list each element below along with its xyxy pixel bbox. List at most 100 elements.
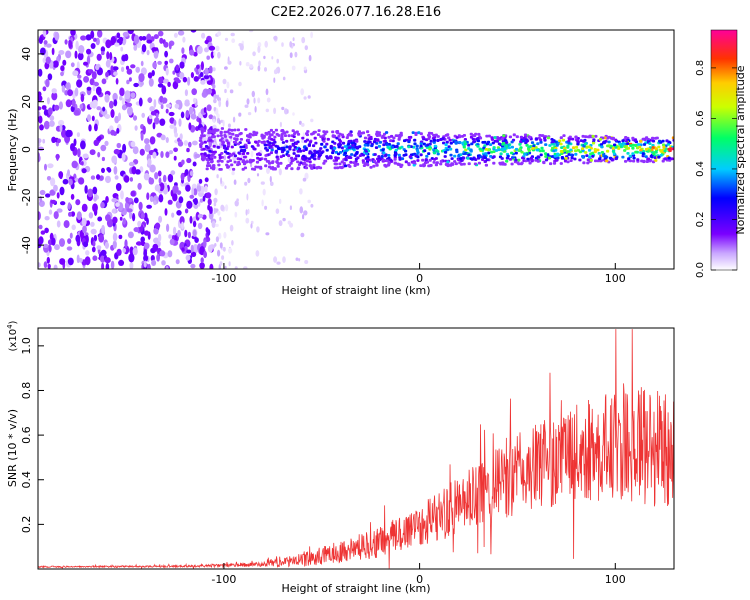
signal-cell [344,164,348,168]
noise-cell [68,40,73,49]
signal-cell [462,156,466,160]
signal-cell [501,143,505,146]
signal-cell [573,157,577,161]
signal-cell [492,155,496,159]
signal-cell [394,148,398,152]
signal-cell [216,134,220,138]
signal-cell [381,148,385,152]
transition-cell [292,37,295,42]
signal-cell [313,157,317,161]
noise-cell [207,204,211,211]
noise-cell [132,247,138,256]
noise-cell [71,224,76,231]
signal-cell [404,153,408,157]
signal-cell [383,139,387,143]
noise-cell [184,229,188,238]
signal-cell [618,142,622,146]
signal-cell [467,162,471,166]
signal-cell [398,135,402,139]
noise-cell [140,81,144,86]
signal-cell [375,163,379,167]
signal-cell [454,140,458,144]
noise-cell [163,78,169,84]
signal-cell [238,157,243,161]
signal-cell [605,159,609,163]
transition-cell [229,224,234,232]
signal-cell [245,160,249,164]
noise-cell [182,76,188,83]
x-tick-label: 100 [605,573,626,586]
noise-cell [56,138,62,144]
noise-cell [66,246,73,251]
signal-cell [454,162,458,166]
noise-cell [185,110,190,118]
noise-cell [174,103,180,109]
noise-cell [146,204,153,209]
signal-cell [451,162,455,166]
signal-cell [473,162,477,166]
noise-cell [84,185,88,194]
transition-cell [275,208,280,214]
signal-cell [434,133,438,137]
signal-cell [508,135,512,139]
signal-cell [439,162,443,166]
noise-cell [65,129,72,138]
transition-cell [257,65,261,72]
noise-cell [70,30,76,36]
noise-cell [158,76,164,84]
signal-cell [322,139,326,143]
signal-cell [518,142,522,146]
transition-cell [266,97,271,103]
noise-cell [169,124,176,129]
noise-cell [75,234,81,243]
noise-cell [100,249,107,256]
transition-cell [232,116,236,123]
transition-cell [299,206,304,214]
snr-multiplier-close: ) [8,320,19,324]
noise-cell [182,36,186,43]
signal-cell [382,143,386,147]
signal-cell [568,135,572,139]
signal-cell [357,133,361,137]
noise-cell [153,34,159,40]
signal-cell [640,159,644,163]
signal-cell [603,155,607,158]
transition-cell [258,60,261,67]
signal-cell [477,132,481,136]
noise-cell [110,129,116,136]
signal-cell [376,139,380,142]
noise-cell [127,231,134,239]
transition-cell [263,55,266,60]
signal-cell [412,163,416,167]
noise-cell [56,192,60,199]
signal-cell [536,142,540,146]
noise-cell [86,48,92,55]
noise-cell [104,94,110,103]
noise-cell [42,138,46,144]
noise-cell [93,234,98,242]
signal-cell [457,134,461,138]
noise-cell [38,262,41,268]
signal-cell [471,137,475,141]
noise-cell [116,248,122,256]
signal-cell [530,141,535,144]
transition-cell [212,118,216,123]
signal-cell [432,133,436,137]
noise-cell [138,97,143,107]
signal-cell [389,158,393,162]
signal-cell [648,149,652,153]
transition-cell [292,112,295,116]
noise-cell [187,231,191,239]
noise-cell [193,204,199,210]
signal-cell [515,135,519,139]
noise-cell [118,36,124,43]
noise-cell [126,102,133,108]
signal-cell [317,129,321,132]
noise-cell [78,45,85,54]
signal-cell [202,129,206,133]
signal-cell [287,134,291,138]
signal-cell [328,155,333,158]
transition-cell [239,43,244,51]
signal-cell [296,150,300,153]
signal-cell [237,151,241,155]
